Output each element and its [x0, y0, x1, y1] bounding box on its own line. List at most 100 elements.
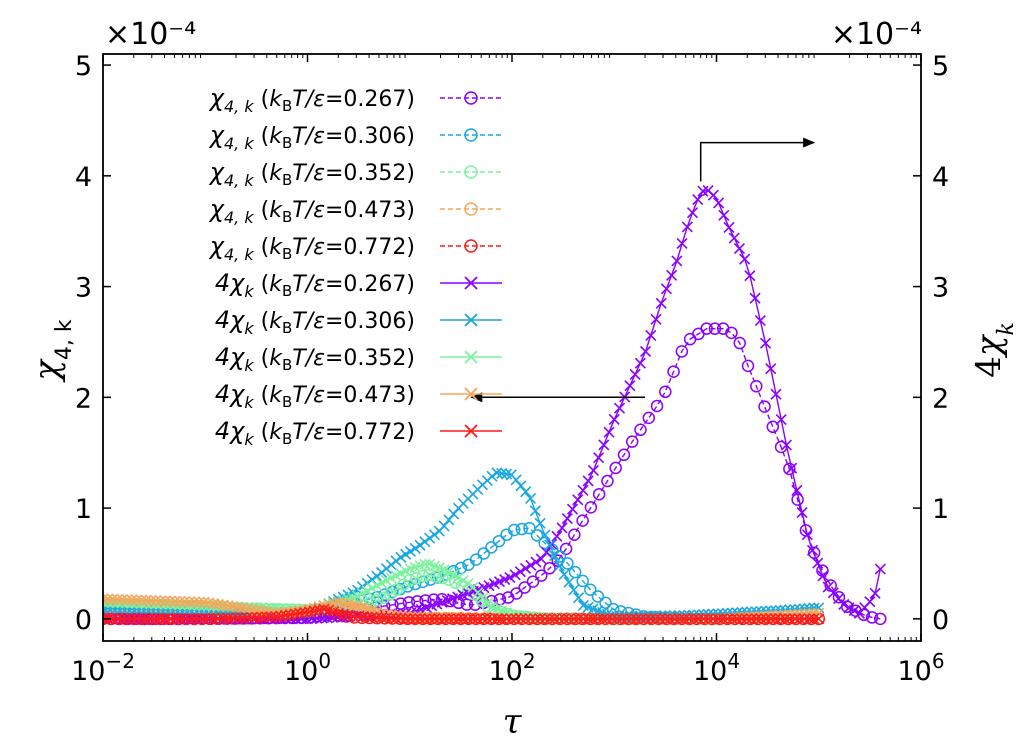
- x-tick-exp: 6: [932, 649, 945, 673]
- legend-t-eps: T/ε: [292, 198, 325, 223]
- data-point: [609, 461, 622, 475]
- data-point: [520, 613, 532, 625]
- data-point: [544, 613, 556, 625]
- data-point: [260, 611, 272, 623]
- data-point: [169, 613, 181, 625]
- data-point: [563, 576, 575, 588]
- data-point: [370, 594, 384, 607]
- data-point: [380, 612, 392, 624]
- data-point: [352, 611, 364, 623]
- data-point: [544, 539, 556, 551]
- data-point: [179, 596, 191, 608]
- data-point: [116, 593, 128, 606]
- data-point: [568, 613, 580, 625]
- data-point: [759, 337, 772, 349]
- data-point: [681, 221, 693, 233]
- legend: χ4, k (kBT/ε=0.267)χ4, k (kBT/ε=0.306)χ4…: [208, 84, 502, 449]
- data-point: [758, 400, 771, 413]
- legend-b: B: [282, 208, 292, 226]
- legend-b: B: [282, 393, 292, 411]
- data-point: [448, 568, 460, 580]
- legend-b: B: [282, 97, 292, 115]
- data-point: [572, 592, 585, 604]
- data-point: [712, 613, 724, 625]
- data-point: [535, 553, 547, 565]
- data-point: [279, 609, 292, 621]
- data-point: [584, 583, 597, 596]
- data-point: [361, 611, 373, 623]
- data-point: [524, 613, 537, 625]
- data-point: [563, 613, 575, 625]
- legend-entry: 4χk (kBT/ε=0.473): [215, 380, 502, 412]
- data-point: [717, 613, 729, 625]
- legend-entry: 4χk (kBT/ε=0.352): [215, 343, 502, 375]
- legend-t-eps: T/ε: [292, 235, 325, 260]
- legend-marker: [464, 424, 478, 438]
- data-point: [400, 613, 412, 625]
- legend-subscript: k: [244, 393, 254, 412]
- legend-t-eps: T/ε: [292, 346, 325, 371]
- data-point: [539, 529, 551, 541]
- data-point: [774, 613, 786, 625]
- legend-t-eps: T/ε: [292, 87, 325, 112]
- data-point: [510, 587, 523, 600]
- legend-k: k: [269, 235, 283, 260]
- legend-marker: [464, 91, 478, 105]
- data-point: [693, 613, 705, 625]
- data-point: [509, 569, 521, 581]
- data-point: [510, 613, 522, 625]
- data-point: [669, 613, 681, 625]
- data-point: [568, 584, 580, 596]
- data-point: [806, 544, 819, 556]
- legend-marker: [464, 313, 478, 327]
- data-point: [255, 611, 268, 623]
- data-point: [371, 611, 383, 624]
- data-point: [385, 612, 397, 624]
- data-point: [645, 613, 657, 625]
- data-point: [591, 590, 605, 603]
- data-point: [390, 612, 402, 624]
- data-point: [539, 613, 551, 625]
- data-point: [126, 613, 138, 625]
- data-point: [525, 559, 537, 571]
- data-point: [582, 613, 594, 625]
- data-point: [869, 587, 881, 599]
- legend-t-eps: T/ε: [292, 383, 325, 408]
- series-line: [103, 472, 819, 618]
- data-point: [708, 322, 722, 335]
- data-point: [593, 452, 605, 464]
- data-point: [733, 336, 746, 350]
- y-left-sub: 4, k: [52, 319, 77, 360]
- data-point: [390, 555, 402, 567]
- legend-temp: =0.306): [325, 124, 415, 149]
- y-right-tick-label: 4: [932, 162, 949, 193]
- data-point: [419, 613, 431, 625]
- data-point: [645, 329, 657, 341]
- x-tick-label: 106: [897, 649, 944, 687]
- data-point: [601, 613, 613, 625]
- legend-paren: (: [254, 309, 270, 334]
- data-point: [366, 611, 378, 623]
- data-point: [428, 529, 441, 541]
- data-point: [650, 313, 662, 325]
- data-point: [671, 255, 683, 267]
- data-point: [433, 613, 445, 625]
- data-point: [755, 613, 767, 625]
- legend-symbol: 4χ: [215, 380, 245, 408]
- data-point: [534, 613, 546, 625]
- data-point: [183, 596, 196, 608]
- legend-symbol: 4χ: [215, 417, 245, 445]
- data-point: [556, 522, 568, 534]
- data-point: [749, 292, 761, 304]
- data-point: [817, 570, 829, 582]
- data-point: [514, 566, 526, 578]
- legend-t-eps: T/ε: [292, 272, 325, 297]
- legend-b: B: [282, 356, 292, 374]
- data-point: [766, 420, 780, 434]
- data-point: [491, 467, 503, 479]
- legend-b: B: [282, 134, 292, 152]
- data-point: [103, 593, 109, 605]
- data-point: [566, 503, 579, 515]
- data-point: [356, 611, 368, 623]
